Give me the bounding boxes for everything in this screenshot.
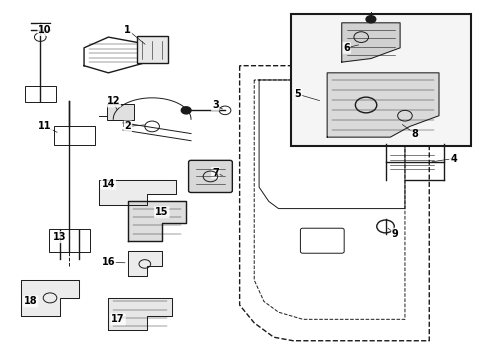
Circle shape: [181, 107, 191, 114]
Text: 16: 16: [102, 257, 115, 267]
FancyBboxPatch shape: [188, 160, 232, 193]
Text: 8: 8: [410, 129, 417, 139]
FancyBboxPatch shape: [290, 14, 469, 146]
FancyBboxPatch shape: [107, 104, 133, 120]
Text: 10: 10: [39, 25, 52, 35]
Text: 14: 14: [102, 179, 115, 189]
Text: 7: 7: [211, 168, 218, 178]
Text: 18: 18: [24, 296, 37, 306]
Text: 2: 2: [124, 121, 131, 131]
Text: 1: 1: [124, 25, 131, 35]
Polygon shape: [99, 180, 176, 205]
Text: 11: 11: [39, 121, 52, 131]
Text: 4: 4: [449, 154, 456, 163]
Text: 9: 9: [391, 229, 398, 239]
Text: 17: 17: [111, 314, 124, 324]
Circle shape: [366, 16, 375, 23]
Polygon shape: [108, 298, 171, 330]
Text: 6: 6: [343, 43, 349, 53]
Text: 15: 15: [155, 207, 168, 217]
Polygon shape: [127, 251, 162, 276]
Polygon shape: [326, 73, 438, 137]
Polygon shape: [21, 280, 79, 316]
Polygon shape: [127, 202, 186, 241]
Text: 12: 12: [106, 96, 120, 107]
Text: 13: 13: [53, 232, 66, 242]
Text: 3: 3: [211, 100, 218, 110]
FancyBboxPatch shape: [136, 36, 167, 63]
Polygon shape: [341, 23, 399, 62]
Text: 5: 5: [294, 89, 301, 99]
